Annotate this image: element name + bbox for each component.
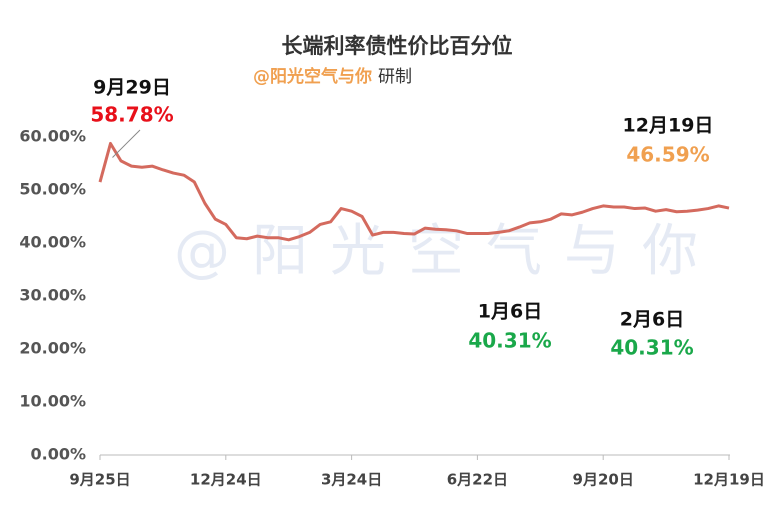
x-tick-label: 9月20日	[573, 471, 634, 489]
annotation-date: 1月6日	[478, 301, 542, 323]
y-tick-label: 50.00%	[19, 180, 86, 199]
annotation-date: 2月6日	[620, 309, 684, 331]
subtitle-suffix: 研制	[378, 67, 412, 87]
annotation-value: 58.78%	[90, 103, 173, 127]
y-tick-label: 40.00%	[19, 233, 86, 252]
chart-subtitle: @阳光空气与你	[253, 66, 372, 87]
y-tick-label: 60.00%	[19, 127, 86, 146]
x-tick-label: 3月24日	[321, 471, 382, 489]
y-tick-label: 0.00%	[30, 445, 86, 464]
annotation-leader	[112, 129, 141, 158]
y-tick-label: 10.00%	[19, 392, 86, 411]
y-tick-label: 20.00%	[19, 339, 86, 358]
annotation-date: 12月19日	[623, 115, 714, 137]
x-tick-label: 12月24日	[190, 471, 262, 489]
annotation-date: 9月29日	[93, 77, 171, 99]
annotation-value: 40.31%	[468, 329, 551, 353]
x-tick-label: 6月22日	[447, 471, 508, 489]
x-tick-label: 12月19日	[693, 471, 765, 489]
data-line	[98, 141, 730, 242]
annotation-value: 46.59%	[626, 143, 709, 167]
y-tick-label: 30.00%	[19, 286, 86, 305]
annotation-value: 40.31%	[610, 336, 693, 360]
chart-title: 长端利率债性价比百分位	[282, 34, 513, 58]
x-tick-label: 9月25日	[69, 471, 130, 489]
